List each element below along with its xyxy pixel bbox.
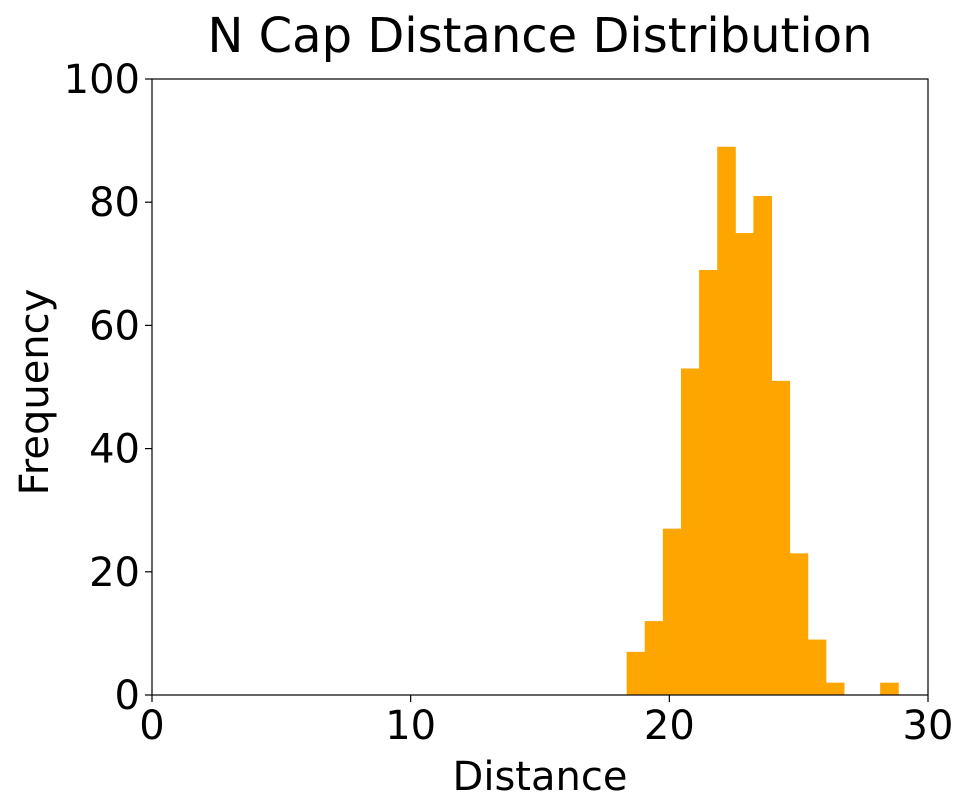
y-tick-label: 100 — [64, 57, 140, 103]
histogram-bar — [825, 682, 845, 695]
x-tick-label: 30 — [903, 703, 954, 749]
x-tick-label: 20 — [644, 703, 695, 749]
histogram-bar — [789, 553, 809, 695]
histogram-bar — [771, 380, 791, 695]
histogram-bar — [662, 528, 682, 695]
histogram-bar — [880, 682, 899, 695]
x-axis-ticks: 0 10 20 30 — [139, 695, 953, 749]
x-tick-label: 0 — [139, 703, 164, 749]
histogram-bar — [699, 269, 718, 695]
chart-title: N Cap Distance Distribution — [208, 8, 873, 64]
y-axis-ticks: 0 20 40 60 80 100 — [64, 57, 152, 719]
histogram-bar — [807, 639, 827, 695]
x-tick-label: 10 — [385, 703, 436, 749]
histogram-bar — [680, 368, 700, 695]
plot-area-frame — [151, 78, 929, 696]
y-tick-label: 0 — [115, 673, 140, 719]
y-tick-label: 40 — [89, 427, 140, 473]
histogram-bar — [753, 196, 773, 696]
histogram-bar — [717, 146, 736, 695]
histogram-bar — [644, 621, 664, 695]
y-tick-label: 80 — [89, 180, 140, 226]
histogram-bar — [626, 651, 646, 695]
x-axis-label: Distance — [453, 754, 628, 800]
y-tick-label: 20 — [89, 550, 140, 596]
y-tick-label: 60 — [89, 303, 140, 349]
histogram-bar — [735, 233, 754, 695]
bars-group — [626, 146, 899, 696]
y-axis-label: Frequency — [12, 289, 58, 496]
